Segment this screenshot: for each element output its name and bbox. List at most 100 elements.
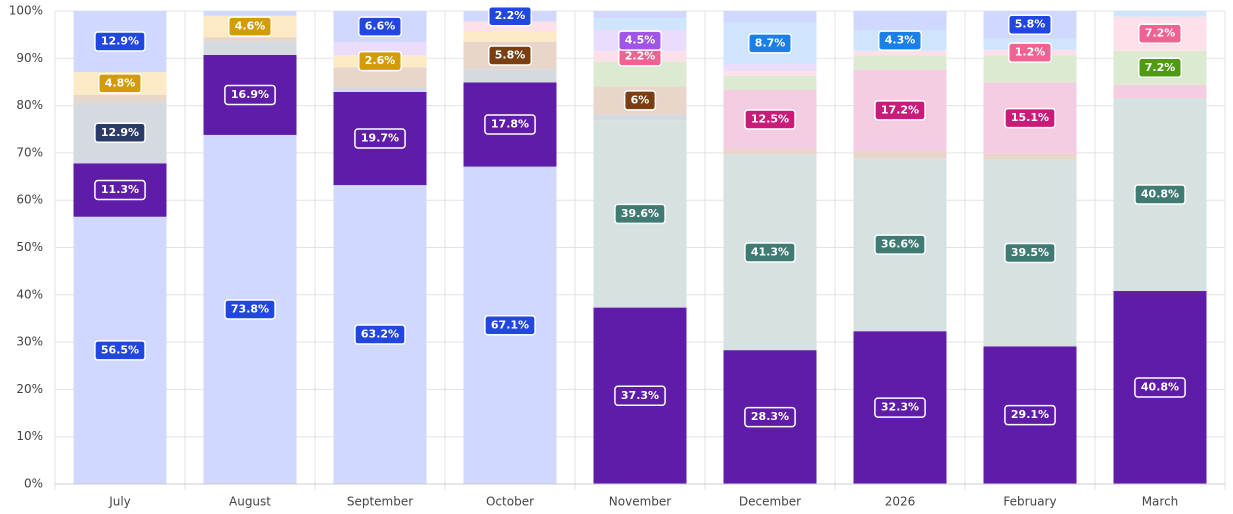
value-label-text: 17.8% [491, 118, 529, 131]
y-tick-label: 20% [16, 382, 43, 396]
value-label-box [224, 299, 276, 320]
bar-segment [593, 114, 687, 121]
value-label-box [484, 114, 536, 135]
bar-segment [853, 11, 947, 31]
value-label-text: 11.3% [101, 183, 139, 196]
value-label-box [94, 122, 146, 144]
bar-segment [723, 71, 817, 76]
value-label-text: 19.7% [361, 131, 399, 144]
value-label-box [94, 179, 146, 201]
y-tick-label: 30% [16, 335, 43, 349]
value-label-text: 4.6% [235, 20, 266, 33]
value-label-box [623, 90, 657, 111]
y-tick-label: 10% [16, 429, 43, 443]
x-tick-label: December [739, 495, 801, 509]
value-label-text: 8.7% [755, 36, 786, 49]
value-label-box [1137, 57, 1183, 79]
value-label-box [1007, 42, 1053, 63]
value-label-text: 12.5% [751, 113, 789, 126]
value-label: 12.5% [744, 109, 796, 130]
bar-segment [723, 63, 817, 72]
value-label-text: 5.8% [1015, 18, 1046, 31]
value-label-text: 67.1% [491, 318, 529, 331]
value-label: 1.2% [1007, 42, 1053, 63]
bar-segment [73, 94, 167, 103]
x-tick-label: 2026 [885, 495, 916, 509]
value-label-text: 32.3% [881, 401, 919, 414]
value-label-box [224, 84, 276, 106]
value-label-text: 39.6% [621, 207, 659, 220]
y-tick-label: 80% [16, 98, 43, 112]
value-label-text: 37.3% [621, 389, 659, 402]
value-label-box [617, 30, 663, 51]
y-tick-label: 90% [16, 51, 43, 65]
x-tick-label: September [347, 495, 413, 509]
bar-segment [463, 31, 557, 42]
value-label-box [1004, 404, 1056, 426]
value-label-text: 56.5% [101, 343, 139, 356]
value-label: 36.6% [874, 234, 926, 255]
value-label-box [354, 324, 406, 345]
value-label-box [744, 109, 796, 130]
bar-segment [983, 153, 1077, 160]
bar-segment [853, 55, 947, 70]
value-label: 6% [623, 90, 657, 111]
value-label: 63.2% [354, 324, 406, 345]
value-label-text: 28.3% [751, 410, 789, 423]
value-label-box [614, 385, 666, 407]
value-label-box [614, 203, 666, 225]
value-label: 17.2% [874, 100, 926, 121]
value-label-box [94, 31, 146, 52]
bar-segment [723, 149, 817, 155]
value-label-text: 5.8% [495, 48, 526, 61]
value-label-box [227, 16, 273, 37]
value-label: 4.6% [227, 16, 273, 37]
value-label-text: 4.5% [625, 34, 656, 47]
y-tick-label: 0% [24, 477, 43, 491]
value-label-box [874, 100, 926, 121]
x-tick-label: July [108, 495, 131, 509]
value-label: 37.3% [614, 385, 666, 407]
value-label-text: 12.9% [101, 126, 139, 139]
value-label-box [94, 340, 146, 361]
value-label: 8.7% [747, 33, 793, 54]
value-label-text: 6% [631, 93, 650, 106]
value-label-text: 29.1% [1011, 408, 1049, 421]
value-label: 15.1% [1004, 107, 1056, 129]
value-label-text: 7.2% [1145, 61, 1176, 74]
value-label: 67.1% [484, 315, 536, 336]
value-label-box [1134, 184, 1186, 205]
value-label-text: 63.2% [361, 328, 399, 341]
value-label-text: 40.8% [1141, 381, 1179, 394]
bar-segment [203, 11, 297, 16]
x-tick-label: November [609, 495, 671, 509]
value-label-box [354, 128, 406, 149]
y-tick-label: 50% [16, 240, 43, 254]
bar-segment [333, 67, 427, 88]
x-tick-label: March [1142, 495, 1179, 509]
bar-segment [593, 18, 687, 30]
bar-segment [593, 11, 687, 19]
value-label-text: 1.2% [1015, 46, 1046, 59]
y-tick-label: 60% [16, 193, 43, 207]
value-label-text: 4.3% [885, 34, 916, 47]
value-label-box [874, 234, 926, 255]
value-label-text: 40.8% [1141, 188, 1179, 201]
value-label-box [877, 30, 923, 51]
value-label: 4.5% [617, 30, 663, 51]
value-label-text: 2.2% [625, 49, 656, 62]
value-label: 4.3% [877, 30, 923, 51]
bar-segment [723, 11, 817, 23]
value-label: 2.2% [487, 5, 533, 27]
value-label: 40.8% [1134, 184, 1186, 205]
value-label-box [97, 73, 143, 94]
value-label: 56.5% [94, 340, 146, 361]
value-label-box [484, 315, 536, 336]
value-label-box [874, 397, 926, 418]
value-label-text: 41.3% [751, 245, 789, 258]
y-tick-label: 70% [16, 145, 43, 159]
bar-segment [853, 151, 947, 159]
value-label-box [744, 406, 796, 428]
value-label-box [357, 50, 403, 72]
